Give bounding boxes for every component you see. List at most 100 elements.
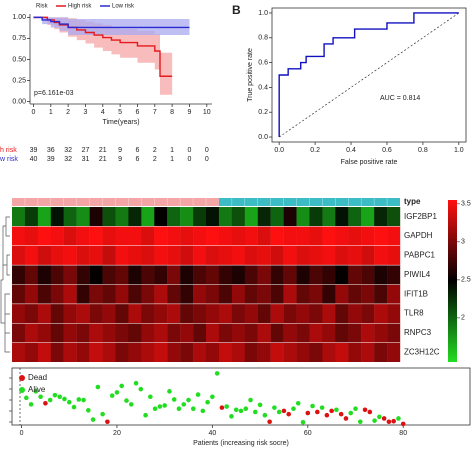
legend-title: type [404, 197, 421, 206]
heat-cell [180, 245, 194, 266]
heat-cell [231, 207, 245, 227]
heat-cell [296, 207, 310, 227]
heat-cell [244, 207, 258, 227]
table-cell: 32 [64, 156, 72, 163]
heat-cell [167, 265, 181, 285]
x-tick-label: 9 [188, 109, 192, 116]
heat-cell [115, 323, 129, 343]
heat-cell [141, 207, 155, 227]
table-cell: 1 [170, 147, 174, 154]
patient-point [171, 397, 177, 402]
heat-cell [387, 245, 401, 266]
x-tick-label: 5 [118, 109, 122, 116]
heat-cell [24, 342, 39, 362]
heat-cell [50, 342, 64, 362]
confidence-band [33, 17, 173, 95]
patient-point [276, 409, 282, 415]
heat-cell [76, 303, 90, 324]
legend-swatch [19, 387, 25, 393]
heat-cell [128, 207, 142, 227]
table-cell: 27 [82, 147, 90, 154]
heat-cell [24, 323, 39, 343]
heat-cell [12, 284, 26, 304]
legend-title: Risk [36, 4, 49, 10]
heat-cell [348, 284, 362, 304]
heat-cell [270, 284, 284, 304]
heat-cell [283, 207, 297, 227]
heat-cell [270, 226, 284, 246]
heat-cell [387, 207, 401, 227]
patient-point [162, 403, 167, 408]
heat-cell [309, 207, 323, 227]
heat-cell [12, 303, 26, 324]
x-tick-label: 0.8 [418, 147, 428, 154]
heat-cell [89, 226, 103, 246]
patient-point [148, 394, 153, 400]
patient-point [319, 405, 325, 410]
y-tick-label: 0.4 [258, 84, 268, 91]
patient-point [281, 408, 287, 414]
heat-cell [387, 323, 401, 343]
heat-cell [206, 207, 220, 227]
heat-cell [283, 245, 297, 266]
heat-cell [89, 342, 103, 362]
heat-cell [141, 284, 155, 304]
heat-cell [180, 323, 194, 343]
heat-cell [296, 303, 310, 324]
x-tick-label: 0 [32, 109, 36, 116]
heat-cell [309, 265, 323, 285]
annotation: p=6.161e-03 [34, 90, 74, 97]
row-label: GAPDH [404, 231, 433, 240]
heat-cell [193, 245, 207, 266]
heat-cell [387, 226, 401, 246]
heat-cell [193, 342, 207, 362]
heat-cell [374, 245, 388, 266]
heat-cell [348, 323, 362, 343]
annotation: AUC = 0.814 [380, 95, 420, 102]
colorbar-tick-label: 3 [461, 239, 465, 246]
heat-cell [115, 226, 129, 246]
patient-point [152, 406, 158, 412]
table-cell: 0 [205, 147, 209, 154]
patient-point [66, 399, 72, 405]
table-cell: 6 [136, 147, 140, 154]
heat-cell [115, 303, 129, 324]
heat-cell [63, 342, 77, 362]
heat-cell [115, 207, 129, 227]
heat-cell [348, 342, 362, 362]
heat-cell [154, 265, 168, 285]
y-tick-label: 1.00 [12, 14, 26, 21]
heat-cell [102, 284, 116, 304]
legend-label: High risk [68, 4, 92, 10]
table-cell: 39 [30, 147, 38, 154]
patient-point [229, 414, 234, 419]
heat-cell [128, 323, 142, 343]
heat-cell [244, 245, 258, 266]
patient-point [81, 397, 86, 403]
heat-cell [128, 284, 142, 304]
heat-cell [154, 342, 168, 362]
heat-cell [231, 226, 245, 246]
heat-cell [270, 303, 284, 324]
heat-cell [335, 226, 349, 246]
heat-cell [180, 265, 194, 285]
patient-point [329, 408, 334, 414]
table-cell: 31 [82, 156, 90, 163]
patient-point [300, 419, 306, 425]
heat-cell [296, 284, 310, 304]
patient-point [200, 408, 206, 414]
panel-label: B [232, 3, 241, 17]
colorbar [448, 200, 457, 362]
heat-cell [244, 226, 258, 246]
patient-point [119, 383, 125, 389]
patient-point [214, 371, 220, 376]
heat-cell [309, 284, 323, 304]
heat-cell [322, 303, 336, 324]
heat-cell [296, 323, 310, 343]
heat-cell [231, 245, 245, 266]
heat-cell [102, 245, 116, 266]
heat-cell [115, 284, 129, 304]
heat-cell [37, 226, 51, 246]
heat-cell [12, 207, 26, 227]
